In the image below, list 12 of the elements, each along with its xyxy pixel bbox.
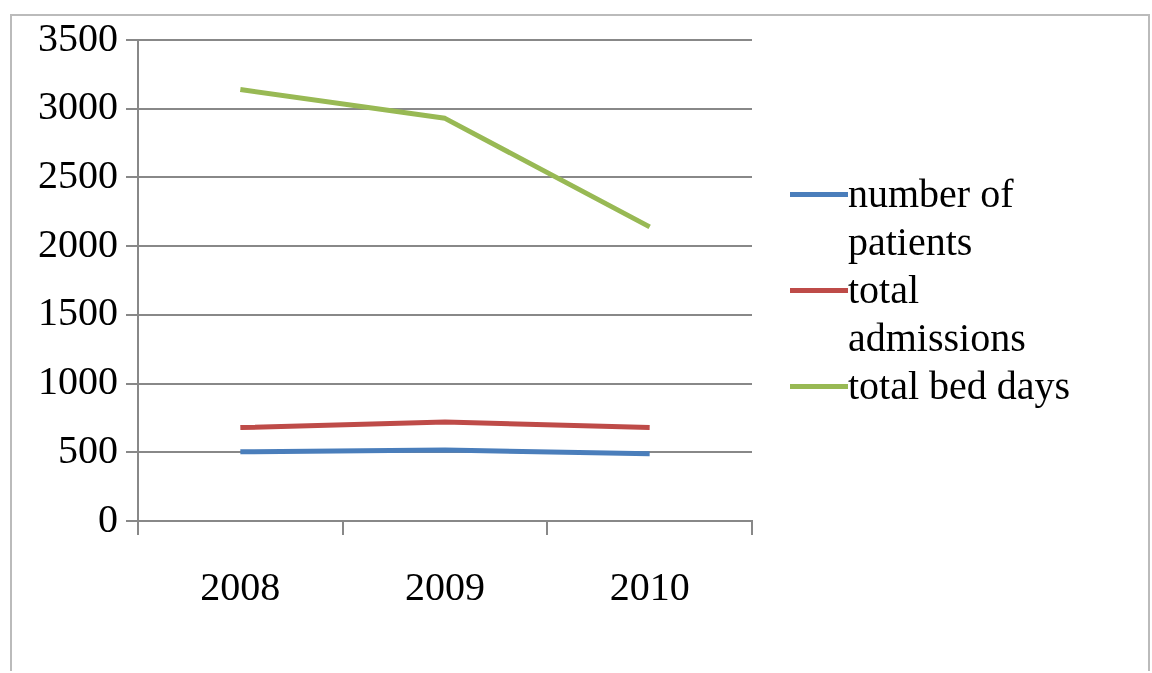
x-tick-label: 2010 — [609, 563, 690, 609]
y-tick-label: 2000 — [38, 220, 118, 266]
y-tick-label: 1000 — [38, 358, 118, 404]
y-tick-label: 2500 — [38, 151, 118, 197]
legend-label: total bed days — [848, 362, 1071, 410]
y-tick-label: 0 — [98, 495, 118, 541]
x-tick-label: 2008 — [200, 563, 281, 609]
x-tick-label: 2009 — [405, 563, 485, 609]
y-tick-label: 3000 — [38, 83, 118, 129]
y-tick-label: 3500 — [38, 14, 118, 60]
y-tick-label: 500 — [58, 426, 118, 472]
y-tick-label: 1500 — [38, 289, 118, 335]
